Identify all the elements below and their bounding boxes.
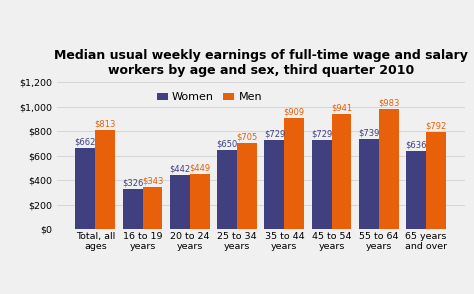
Text: $729: $729 (264, 130, 285, 138)
Bar (75, 148, 95, 229)
Text: $705: $705 (237, 133, 257, 141)
Bar (123, 189, 143, 229)
Text: $941: $941 (331, 103, 352, 113)
Text: $792: $792 (426, 122, 447, 131)
Bar (95, 130, 115, 229)
Bar (190, 174, 210, 229)
Bar (217, 150, 237, 229)
Bar (237, 143, 257, 229)
Text: $636: $636 (405, 141, 427, 150)
Text: $983: $983 (378, 98, 400, 107)
Legend: Women, Men: Women, Men (152, 88, 267, 107)
Text: $739: $739 (358, 128, 380, 137)
Text: $343: $343 (142, 177, 163, 186)
Bar (359, 139, 379, 229)
Bar (312, 140, 332, 229)
Text: $662: $662 (74, 138, 96, 147)
Bar (332, 114, 351, 229)
Bar (170, 175, 190, 229)
Text: $650: $650 (217, 139, 238, 148)
Bar (406, 151, 426, 229)
Bar (264, 140, 284, 229)
Text: $909: $909 (284, 108, 305, 116)
Bar (426, 132, 446, 229)
Text: $729: $729 (311, 130, 332, 138)
Bar (284, 118, 304, 229)
Title: Median usual weekly earnings of full-time wage and salary
workers by age and sex: Median usual weekly earnings of full-tim… (54, 49, 468, 77)
Text: $813: $813 (94, 119, 116, 128)
Text: $326: $326 (122, 179, 143, 188)
Text: $449: $449 (189, 164, 210, 173)
Text: $442: $442 (169, 165, 191, 174)
Bar (143, 187, 163, 229)
Bar (379, 109, 399, 229)
